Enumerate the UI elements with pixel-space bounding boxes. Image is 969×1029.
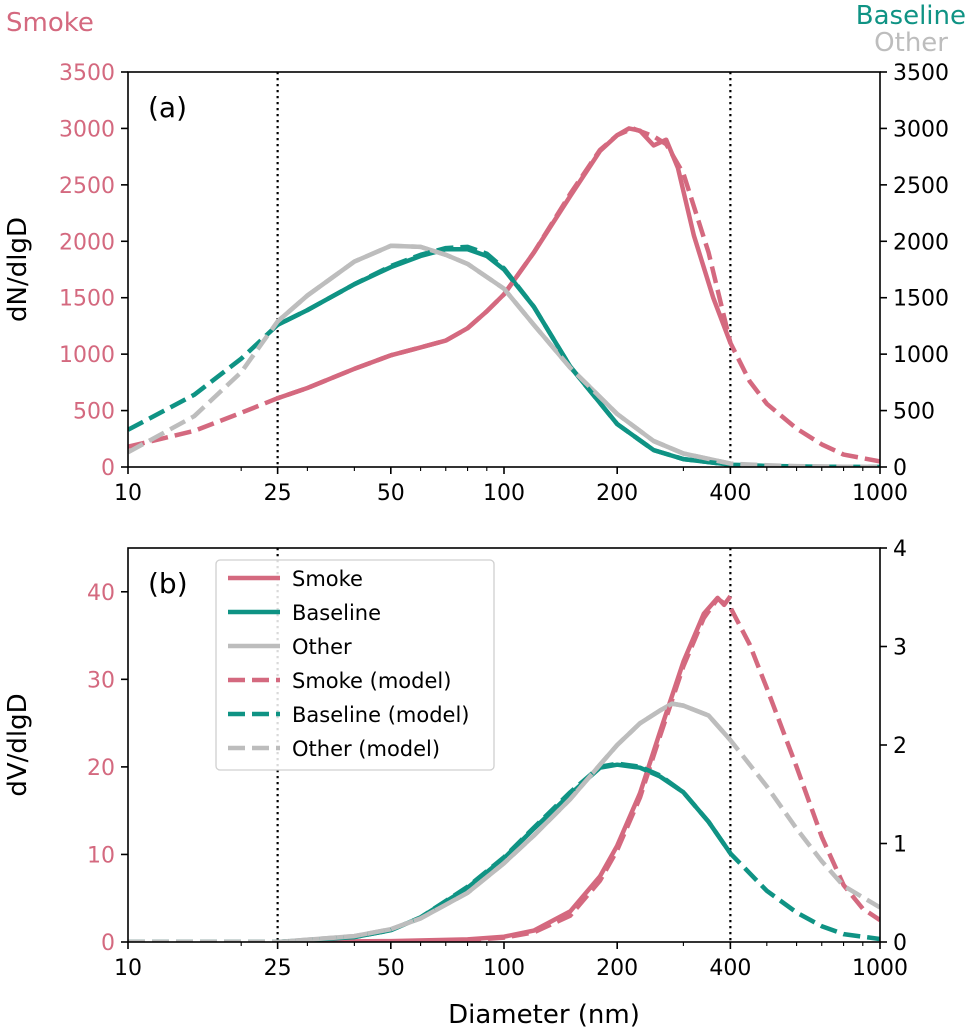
x-tick-label: 100: [483, 956, 525, 981]
series-baseline-model: [128, 244, 880, 467]
legend-label: Other: [292, 635, 352, 659]
y-right-tick-label: 1: [893, 833, 907, 858]
y-left-tick-label: 2500: [59, 174, 115, 199]
x-tick-label: 10: [114, 481, 142, 506]
x-tick-label: 100: [483, 481, 525, 506]
y-axis-label: dV/dlgD: [3, 693, 33, 796]
y-left-tick-label: 0: [101, 931, 115, 956]
y-right-tick-label: 500: [893, 400, 935, 425]
y-right-tick-label: 4: [893, 537, 907, 562]
y-right-tick-label: 3000: [893, 117, 949, 142]
series-other-model: [128, 701, 880, 942]
y-left-tick-label: 2000: [59, 230, 115, 255]
legend-label: Smoke (model): [292, 669, 451, 693]
y-axis-label: dN/dlgD: [3, 217, 33, 322]
panel-label: (a): [148, 91, 187, 124]
y-right-tick-label: 2: [893, 734, 907, 759]
right-axis-title-baseline: Baseline: [856, 1, 966, 31]
y-left-tick-label: 1000: [59, 343, 115, 368]
legend-label: Smoke: [292, 567, 363, 591]
y-left-tick-label: 500: [73, 400, 115, 425]
series-smoke-observed: [276, 126, 733, 401]
series-other-model: [128, 243, 880, 467]
panel-label: (b): [148, 567, 188, 600]
y-left-tick-label: 1500: [59, 287, 115, 312]
x-tick-label: 400: [709, 956, 751, 981]
y-right-tick-label: 3: [893, 636, 907, 661]
y-left-tick-label: 10: [87, 843, 115, 868]
legend-label: Other (model): [292, 737, 440, 761]
series-group: [128, 594, 880, 942]
y-left-tick-label: 0: [101, 456, 115, 481]
series-baseline-observed: [276, 246, 731, 467]
y-right-tick-label: 1500: [893, 287, 949, 312]
series-smoke-model: [128, 596, 880, 942]
y-right-tick-label: 2000: [893, 230, 949, 255]
x-tick-label: 200: [596, 956, 638, 981]
legend: Smoke Baseline Other Smoke (model) Baseline …: [215, 559, 495, 771]
series-baseline-observed: [277, 762, 733, 942]
left-axis-title: Smoke: [6, 8, 94, 38]
y-right-tick-label: 3500: [893, 61, 949, 86]
x-tick-label: 1000: [852, 481, 908, 506]
y-left-tick-label: 3500: [59, 61, 115, 86]
series-other-observed: [276, 243, 731, 466]
x-tick-label: 10: [114, 956, 142, 981]
x-tick-label: 200: [596, 481, 638, 506]
y-right-tick-label: 2500: [893, 174, 949, 199]
y-left-tick-label: 40: [87, 581, 115, 606]
legend-box: [215, 559, 495, 771]
panel-a: 10 25 50 100 200 400 1000050010001500200025003…: [3, 61, 949, 506]
y-right-tick-label: 0: [893, 456, 907, 481]
x-tick-label: 25: [264, 956, 292, 981]
panel-b: 10 25 50 100 200 400 100001020304001234dV/dlgD…: [3, 537, 908, 981]
x-tick-label: 25: [264, 481, 292, 506]
x-tick-label: 50: [377, 481, 405, 506]
series-smoke-model: [128, 126, 880, 464]
legend-label: Baseline (model): [292, 703, 470, 727]
y-left-tick-label: 20: [87, 756, 115, 781]
y-right-tick-label: 0: [893, 931, 907, 956]
y-left-tick-label: 3000: [59, 117, 115, 142]
series-group: [128, 126, 880, 467]
x-axis-label: Diameter (nm): [448, 1000, 640, 1029]
right-axis-title-other: Other: [874, 28, 948, 58]
legend-label: Baseline: [292, 601, 381, 625]
x-tick-label: 400: [709, 481, 751, 506]
series-baseline-model: [128, 761, 880, 942]
y-left-tick-label: 30: [87, 668, 115, 693]
x-tick-label: 1000: [852, 956, 908, 981]
y-right-tick-label: 1000: [893, 343, 949, 368]
x-tick-label: 50: [377, 956, 405, 981]
